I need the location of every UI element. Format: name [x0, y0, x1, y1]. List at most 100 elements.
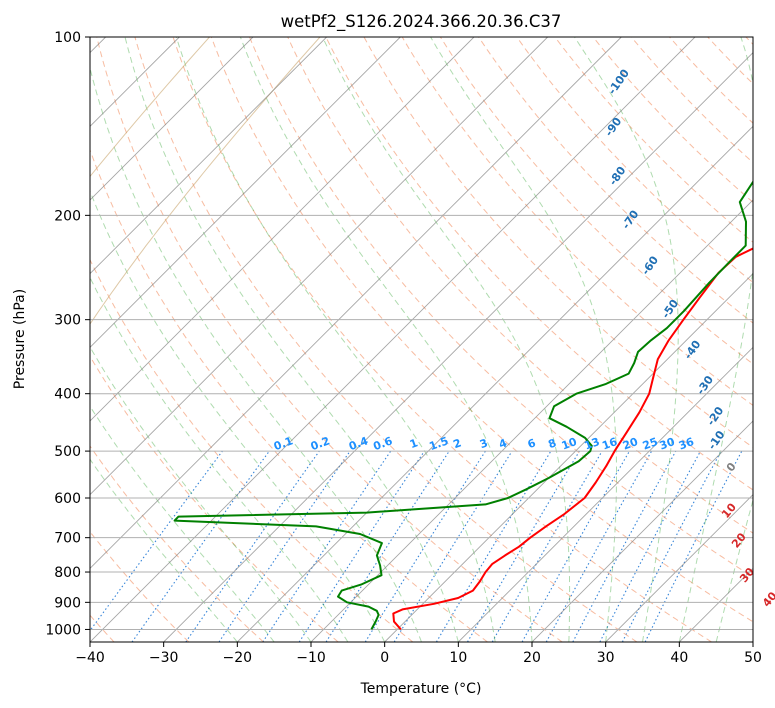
dry-adiabat	[90, 258, 414, 642]
dry-adiabat	[96, 37, 563, 642]
mixing-ratio-line	[90, 450, 223, 632]
mixing-ratio-line	[218, 450, 351, 642]
mixing-ratio-line	[545, 450, 653, 642]
mixing-ratio-label: 4	[497, 436, 509, 451]
x-tick-label: −40	[75, 650, 105, 666]
mixing-ratio-line	[131, 450, 270, 642]
moist-adiabat	[239, 37, 533, 642]
isotherm	[90, 37, 548, 496]
y-tick-label: 600	[54, 491, 81, 507]
isotherm	[90, 37, 696, 642]
y-tick-label: 900	[54, 595, 81, 611]
mixing-ratio-line	[325, 450, 450, 642]
mixing-ratio-label: 0.4	[347, 434, 370, 453]
moist-adiabat	[90, 276, 349, 642]
dry-adiabat	[90, 355, 339, 642]
mixing-ratio-label: 1.5	[427, 434, 450, 453]
moist-adiabat	[175, 37, 496, 642]
isotherm	[90, 37, 622, 569]
isotherm	[90, 37, 475, 422]
x-tick-label: 40	[670, 650, 688, 666]
plot-frame	[89, 36, 754, 643]
isotherm	[163, 52, 753, 642]
profile-lines	[173, 180, 753, 631]
chart-title: wetPf2_S126.2024.366.20.36.C37	[281, 12, 562, 32]
mixing-ratio-label: 36	[677, 435, 696, 453]
isotherm	[531, 420, 753, 642]
mixing-ratio-label: 0.1	[272, 434, 295, 453]
mixing-ratio-label: 0.6	[371, 434, 394, 453]
moist-adiabat	[90, 65, 422, 642]
x-tick-label: 30	[597, 650, 615, 666]
moist-adiabat	[678, 37, 753, 642]
mixing-ratio-label: 16	[600, 435, 619, 453]
mixing-ratio-label: 20	[621, 435, 640, 453]
isotherm	[310, 199, 753, 642]
reference-curve	[90, 37, 321, 325]
dry-adiabat	[287, 37, 753, 534]
isotherm	[90, 37, 327, 275]
mixing-ratio-label: 3	[478, 436, 490, 451]
dry-adiabat	[134, 37, 638, 642]
moist-adiabat	[430, 37, 617, 642]
dry-adiabat	[516, 37, 753, 284]
mixing-ratio-label: 25	[641, 435, 660, 452]
dewpoint-profile	[173, 180, 753, 630]
moist-adiabat	[322, 37, 571, 642]
y-tick-label: 300	[54, 313, 81, 329]
plot-background	[90, 37, 753, 642]
mixing-ratio-label: 8	[546, 436, 558, 451]
dry-adiabat	[325, 37, 753, 491]
temperature-profile	[392, 247, 753, 631]
dry-adiabat	[172, 37, 712, 642]
mixing-ratio-line	[262, 450, 392, 642]
moist-adiabat	[90, 458, 238, 642]
moist-adiabat	[90, 189, 386, 642]
y-tick-label: 400	[54, 387, 81, 403]
y-tick-label: 1000	[45, 622, 81, 638]
y-axis-title: Pressure (hPa)	[12, 289, 28, 389]
y-tick-label: 500	[54, 444, 81, 460]
isotherm	[605, 494, 753, 642]
x-axis-title: Temperature (°C)	[360, 681, 482, 697]
moist-adiabat	[90, 405, 275, 642]
isotherm	[90, 37, 401, 348]
mixing-ratio-label: 1	[408, 436, 420, 451]
mixing-ratio-label: 13	[583, 435, 602, 452]
moist-adiabat	[574, 37, 679, 642]
x-tick-label: −20	[223, 650, 253, 666]
mixing-ratio-line	[572, 450, 677, 642]
mixing-ratio-line	[393, 450, 513, 642]
moist-adiabat	[715, 498, 753, 642]
isotherm	[90, 37, 254, 201]
x-tick-label: −10	[296, 650, 326, 666]
mixing-ratio-label: 30	[658, 435, 677, 453]
mixing-ratio-label: 2	[451, 436, 463, 451]
y-tick-label: 200	[54, 208, 81, 224]
mixing-ratio-line	[521, 450, 630, 642]
axis-ticks: −40 −30 −20 −10 0 10 20 30 40 5010020030040050060…	[45, 30, 762, 666]
mixing-ratio-label: 0.2	[309, 434, 332, 453]
x-tick-label: 50	[744, 650, 762, 666]
moist-adiabat	[124, 37, 459, 642]
y-tick-label: 700	[54, 531, 81, 547]
isotherm	[237, 125, 753, 642]
mixing-ratio-label: 6	[526, 436, 538, 451]
dry-adiabat	[249, 37, 753, 578]
mixing-ratio-label: 10	[560, 435, 579, 453]
x-tick-label: 10	[449, 650, 467, 666]
isotherm	[458, 346, 753, 642]
dry-adiabat	[210, 37, 753, 623]
x-tick-label: 20	[523, 650, 541, 666]
y-tick-label: 100	[54, 30, 81, 46]
mixing-ratio-line	[644, 450, 743, 642]
isotherm	[384, 273, 753, 642]
background-lines	[90, 37, 753, 642]
x-tick-label: −30	[149, 650, 179, 666]
mixing-ratio-line	[298, 450, 425, 642]
mixing-ratio-line	[185, 450, 320, 642]
x-tick-label: 0	[380, 650, 389, 666]
dry-adiabat	[90, 445, 264, 642]
y-tick-label: 800	[54, 565, 81, 581]
